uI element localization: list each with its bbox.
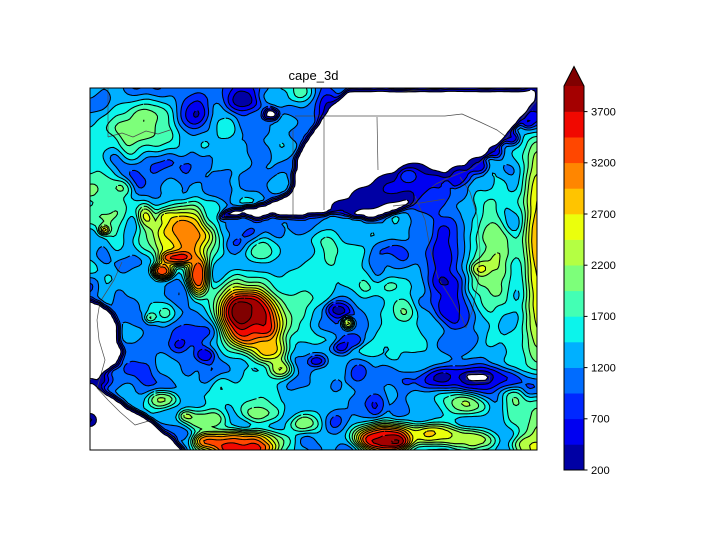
svg-text:200: 200 [591,465,610,477]
svg-text:1200: 1200 [591,362,616,374]
svg-text:3700: 3700 [591,106,616,118]
svg-text:cape_3d: cape_3d [289,68,339,83]
svg-text:2700: 2700 [591,209,616,221]
svg-text:3200: 3200 [591,158,616,170]
svg-text:1700: 1700 [591,311,616,323]
svg-text:700: 700 [591,414,610,426]
svg-text:2200: 2200 [591,260,616,272]
